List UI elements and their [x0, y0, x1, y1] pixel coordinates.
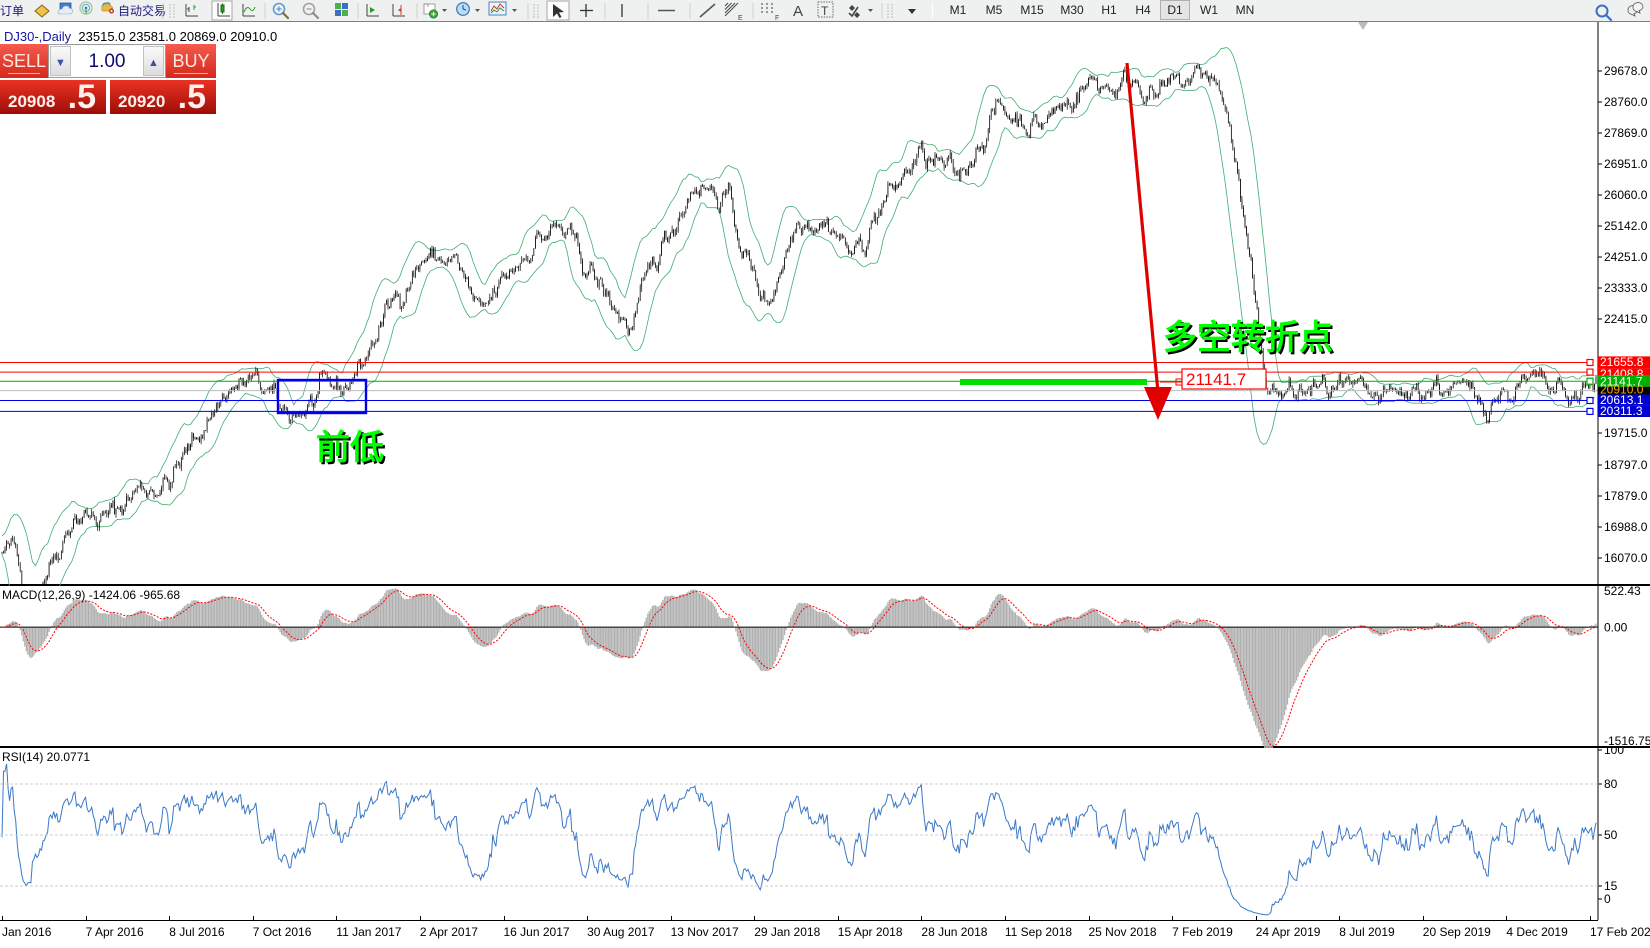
svg-text:0: 0 [1604, 892, 1611, 906]
svg-text:22415.0: 22415.0 [1604, 312, 1648, 326]
svg-text:自动交易: 自动交易 [118, 3, 166, 18]
svg-text:100: 100 [1604, 748, 1624, 757]
svg-text:前低: 前低 [316, 429, 384, 467]
svg-text:订单: 订单 [0, 4, 24, 18]
svg-text:16070.0: 16070.0 [1604, 551, 1648, 565]
svg-text:多空转折点: 多空转折点 [1163, 319, 1333, 357]
svg-text:27869.0: 27869.0 [1604, 126, 1648, 140]
svg-text:24251.0: 24251.0 [1604, 250, 1648, 264]
svg-text:15: 15 [1604, 879, 1618, 893]
svg-text:T: T [821, 4, 829, 18]
svg-text:18797.0: 18797.0 [1604, 458, 1648, 472]
svg-text:23333.0: 23333.0 [1604, 281, 1648, 295]
svg-text:50: 50 [1604, 828, 1618, 842]
svg-text:-1516.75: -1516.75 [1604, 734, 1650, 748]
svg-text:A: A [793, 3, 803, 20]
svg-text:16988.0: 16988.0 [1604, 520, 1648, 534]
svg-text:0.00: 0.00 [1604, 621, 1628, 635]
svg-text:19715.0: 19715.0 [1604, 426, 1648, 440]
svg-text:20311.3: 20311.3 [1600, 404, 1643, 418]
svg-text:F: F [775, 15, 779, 22]
svg-text:21141.7: 21141.7 [1186, 370, 1246, 389]
svg-text:26951.0: 26951.0 [1604, 157, 1648, 171]
svg-text:26060.0: 26060.0 [1604, 188, 1648, 202]
svg-text:25142.0: 25142.0 [1604, 219, 1648, 233]
svg-text:28760.0: 28760.0 [1604, 95, 1648, 109]
svg-text:17879.0: 17879.0 [1604, 489, 1648, 503]
svg-text:522.43: 522.43 [1604, 586, 1641, 598]
svg-text:80: 80 [1604, 777, 1618, 791]
svg-text:E: E [738, 15, 743, 22]
svg-text:29678.0: 29678.0 [1604, 64, 1648, 78]
